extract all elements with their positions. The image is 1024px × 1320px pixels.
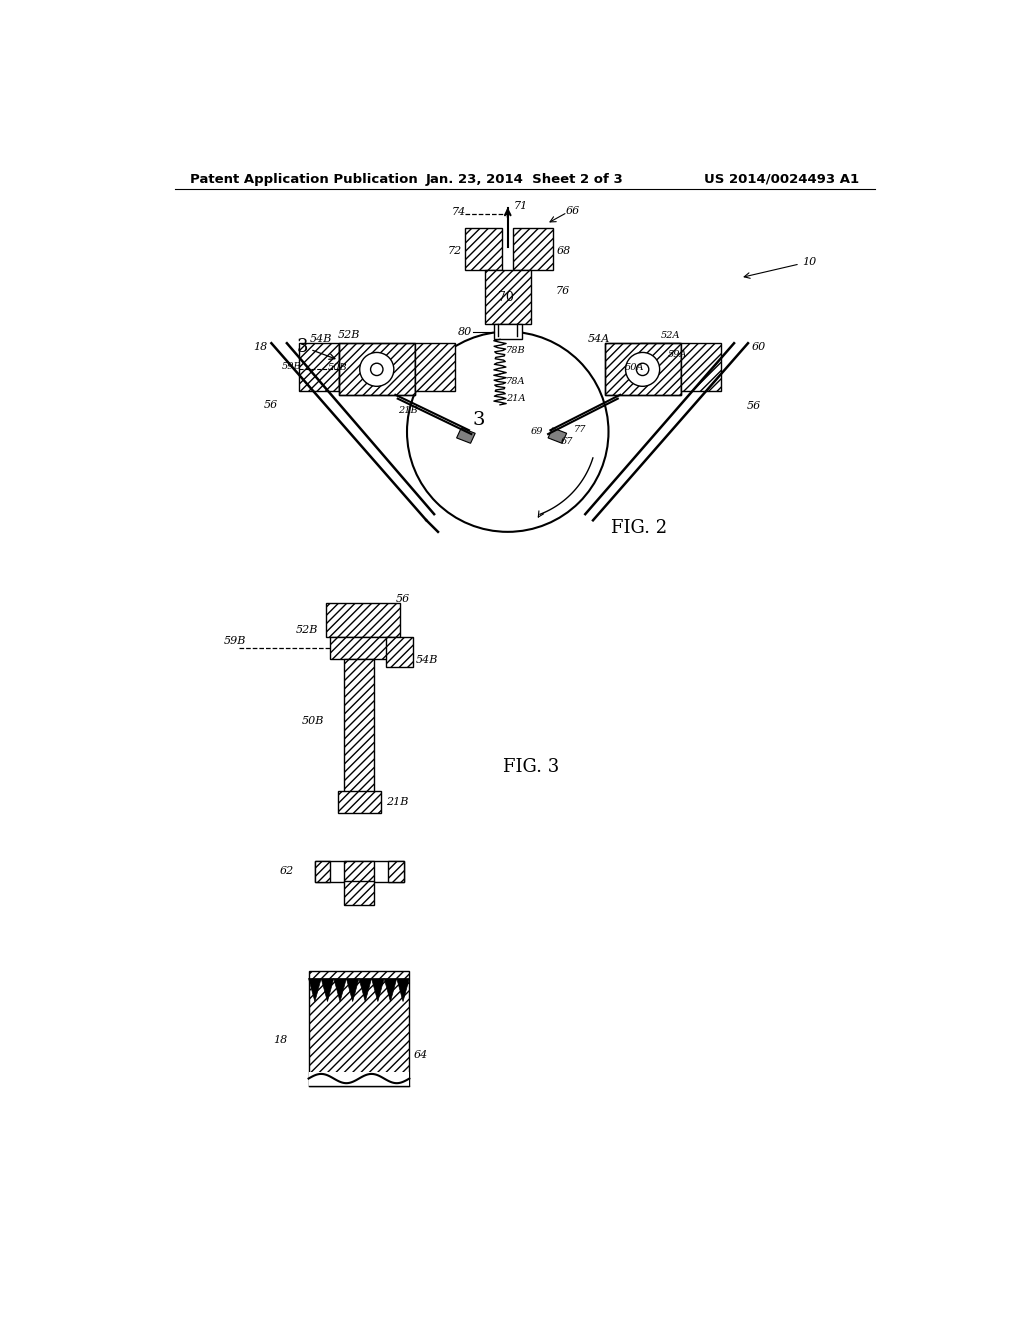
Polygon shape	[322, 978, 334, 1002]
Bar	[327, 603, 400, 638]
Bar	[494, 323, 521, 339]
Bar	[388, 861, 403, 882]
Polygon shape	[384, 978, 396, 1002]
Text: 56: 56	[396, 594, 411, 603]
Bar	[314, 861, 403, 882]
Bar	[308, 1072, 410, 1086]
Bar	[308, 1084, 410, 1086]
Text: 54B: 54B	[310, 334, 333, 345]
Bar	[338, 792, 381, 813]
Bar	[604, 343, 681, 395]
Text: 59A: 59A	[669, 350, 688, 359]
Polygon shape	[308, 978, 322, 1002]
Text: 74: 74	[452, 207, 466, 218]
Bar	[386, 638, 414, 667]
Bar	[415, 343, 455, 391]
Bar	[465, 228, 503, 271]
Text: 78B: 78B	[506, 346, 526, 355]
Text: FIG. 3: FIG. 3	[503, 758, 559, 776]
Text: 18: 18	[273, 1035, 288, 1045]
Text: 80: 80	[458, 326, 472, 337]
Text: 50A: 50A	[625, 363, 644, 372]
Text: 18: 18	[254, 342, 268, 352]
Bar	[339, 343, 415, 395]
Circle shape	[359, 352, 394, 387]
Bar	[604, 343, 681, 395]
Text: 70: 70	[499, 290, 514, 304]
Polygon shape	[548, 428, 566, 444]
Text: 59B: 59B	[223, 636, 246, 647]
Polygon shape	[372, 978, 384, 1002]
Polygon shape	[457, 428, 475, 444]
Text: 10: 10	[802, 257, 816, 268]
Text: 59B: 59B	[282, 362, 301, 371]
Polygon shape	[396, 978, 410, 1002]
Text: 54B: 54B	[416, 656, 438, 665]
Text: 64: 64	[414, 1051, 427, 1060]
Circle shape	[636, 363, 649, 376]
Text: 21B: 21B	[386, 797, 409, 807]
Bar	[681, 343, 721, 391]
Bar	[314, 861, 331, 882]
Circle shape	[626, 352, 659, 387]
Circle shape	[407, 331, 608, 532]
Polygon shape	[346, 978, 359, 1002]
Bar	[308, 970, 410, 1086]
Text: 71: 71	[514, 201, 528, 211]
Text: 50B: 50B	[302, 715, 324, 726]
Text: 60: 60	[752, 342, 766, 352]
Bar	[299, 343, 339, 391]
Bar	[640, 343, 680, 391]
Text: 62: 62	[280, 866, 294, 876]
Bar	[339, 343, 415, 395]
Bar	[513, 228, 554, 271]
Text: 52B: 52B	[337, 330, 359, 341]
Text: 54A: 54A	[588, 334, 610, 345]
Bar	[344, 880, 374, 906]
Text: US 2014/0024493 A1: US 2014/0024493 A1	[705, 173, 859, 186]
Text: Jan. 23, 2014  Sheet 2 of 3: Jan. 23, 2014 Sheet 2 of 3	[426, 173, 624, 186]
Text: 56: 56	[263, 400, 278, 409]
Polygon shape	[359, 978, 372, 1002]
Bar	[344, 861, 374, 882]
Text: 3: 3	[473, 412, 485, 429]
Text: 52B: 52B	[295, 624, 317, 635]
Text: 76: 76	[556, 286, 570, 296]
Text: 68: 68	[557, 246, 570, 256]
Text: 72: 72	[449, 246, 462, 256]
Text: 50B: 50B	[328, 363, 347, 372]
Text: 78A: 78A	[506, 378, 525, 387]
Text: 69: 69	[531, 428, 544, 436]
Text: 3: 3	[297, 338, 308, 356]
Text: FIG. 2: FIG. 2	[611, 519, 668, 537]
Text: 21A: 21A	[506, 395, 525, 403]
Text: 52A: 52A	[660, 331, 680, 341]
Text: 77: 77	[573, 425, 586, 434]
Polygon shape	[334, 978, 346, 1002]
Circle shape	[371, 363, 383, 376]
Text: 67: 67	[560, 437, 573, 446]
Text: 56: 56	[746, 401, 761, 412]
Bar	[344, 659, 374, 797]
Bar	[331, 638, 391, 659]
Text: Patent Application Publication: Patent Application Publication	[190, 173, 418, 186]
Text: 21B: 21B	[397, 405, 418, 414]
Bar	[484, 271, 531, 323]
Text: 66: 66	[566, 206, 581, 215]
